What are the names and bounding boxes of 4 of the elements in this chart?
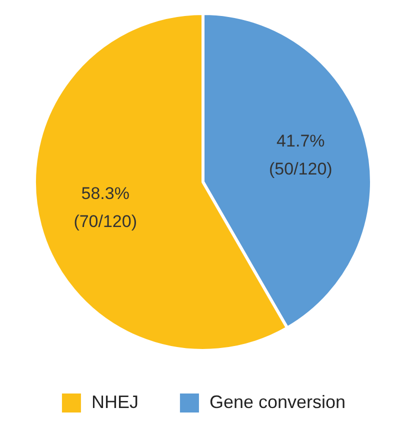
legend-label: NHEJ (91, 392, 138, 412)
legend-label: Gene conversion (209, 392, 346, 412)
data-label: 41.7% (50/120) (268, 132, 332, 179)
data-label: 58.3% (70/120) (74, 184, 138, 231)
